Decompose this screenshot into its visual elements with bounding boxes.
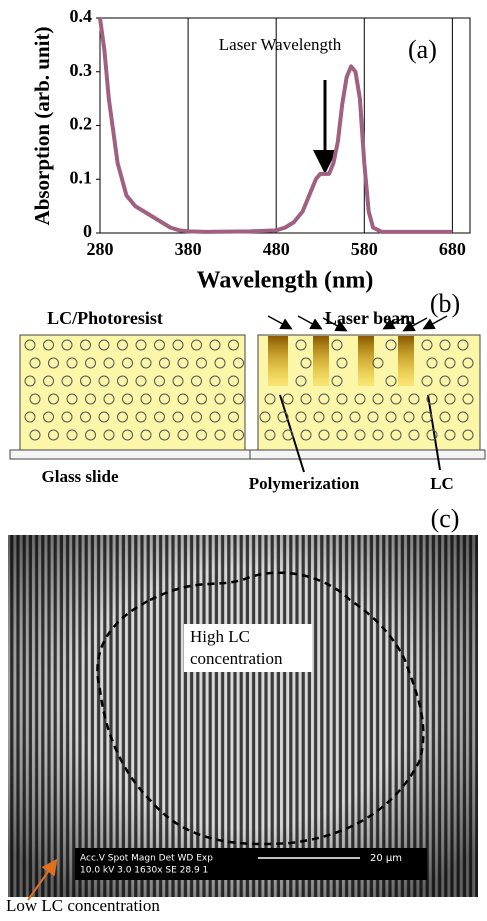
y-tick-label: 0.4 bbox=[70, 6, 93, 26]
label: LC/Photoresist bbox=[47, 308, 163, 328]
y-tick-label: 0.3 bbox=[70, 60, 93, 80]
x-tick-label: 480 bbox=[263, 239, 290, 259]
glass-slide bbox=[250, 450, 485, 459]
info: 10.0 kV 3.0 1630x SE 28.9 1 bbox=[80, 866, 208, 876]
polymer bbox=[313, 336, 329, 386]
label: Glass slide bbox=[42, 467, 119, 486]
panel-label: (c) bbox=[431, 504, 460, 533]
diagram: (b) LC/Photoresist Laser beam Glass slid… bbox=[10, 289, 485, 493]
label: LC bbox=[430, 474, 454, 493]
panel-label: (a) bbox=[408, 35, 437, 64]
annotation: Laser Wavelength bbox=[219, 35, 342, 54]
panel-label: (b) bbox=[430, 289, 460, 318]
label: Low LC concentration bbox=[6, 896, 160, 915]
x-tick-label: 280 bbox=[87, 239, 114, 259]
y-tick-label: 0.2 bbox=[70, 114, 93, 134]
x-axis-label: Wavelength (nm) bbox=[197, 268, 374, 294]
x-tick-label: 580 bbox=[351, 239, 378, 259]
polymer bbox=[268, 336, 288, 386]
x-tick-label: 380 bbox=[175, 239, 202, 259]
laser-arrow bbox=[268, 316, 290, 328]
label: Polymerization bbox=[249, 474, 360, 493]
laser-arrow bbox=[298, 316, 320, 328]
scale-label: 20 μm bbox=[370, 853, 402, 864]
label: High LC bbox=[190, 627, 250, 646]
polymer bbox=[398, 336, 414, 386]
glass-slide bbox=[10, 450, 250, 459]
polymer bbox=[358, 336, 374, 386]
x-tick-label: 680 bbox=[439, 239, 466, 259]
info: Acc.V Spot Magn Det WD Exp bbox=[80, 854, 213, 864]
y-tick-label: 0.1 bbox=[70, 167, 93, 187]
y-axis-label: Absorption (arb. unit) bbox=[30, 27, 54, 226]
figure: (a) Laser Wavelength Wavelength (nm) Abs… bbox=[0, 0, 487, 916]
y-tick-label: 0 bbox=[83, 221, 92, 241]
label: concentration bbox=[190, 649, 283, 668]
